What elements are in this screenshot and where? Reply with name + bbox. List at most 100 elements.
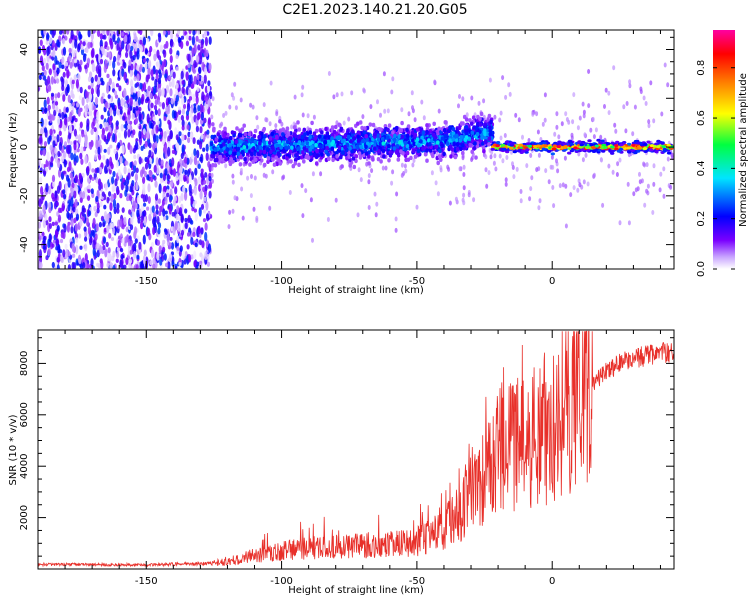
spectrogram-cell [63, 106, 67, 115]
spectrogram-cell [144, 60, 148, 71]
spectrogram-cell [157, 77, 162, 85]
spectrogram-cell [204, 250, 208, 261]
spectrogram-cell [200, 111, 204, 121]
spectrogram-cell [375, 201, 379, 207]
spectrogram-cell [258, 141, 262, 146]
spectrogram-cell [57, 160, 61, 169]
spectrogram-cell [191, 83, 195, 89]
spectrogram-cell [147, 196, 151, 204]
spectrogram-cell [96, 262, 100, 267]
spectrogram-cell [455, 147, 460, 152]
spectrogram-cell [43, 30, 47, 36]
spectrogram-cell [487, 142, 491, 147]
spectrogram-cell [154, 99, 158, 106]
spectrogram-cell [436, 160, 441, 166]
spectrogram-cell [152, 226, 156, 236]
spectrogram-cell [45, 159, 49, 168]
spectrogram-cell [285, 156, 289, 161]
spectrogram-cell [146, 113, 150, 124]
spectrogram-cell [395, 144, 400, 149]
spectrogram-cell [99, 201, 103, 208]
spectrogram-cell [279, 145, 284, 150]
spectrogram-cell [148, 59, 152, 69]
spectrogram-cell [484, 139, 488, 144]
spectrogram-cell [180, 70, 184, 80]
spectrogram-cell [376, 157, 381, 162]
spectrogram-cell [112, 69, 116, 77]
spectrogram-cell [67, 178, 71, 188]
spectrogram-cell [508, 91, 512, 97]
spectrogram-cell [356, 138, 361, 143]
spectrogram-cell [223, 126, 227, 131]
spectrogram-cell [40, 235, 44, 240]
spectrogram-cell [178, 91, 182, 97]
spectrogram-cell [125, 51, 129, 59]
spectrogram-cell [391, 169, 395, 175]
spectrogram-cell [669, 184, 673, 190]
spectrogram-cell [84, 236, 88, 242]
spectrogram-cell [128, 59, 132, 67]
spectrogram-cell [203, 196, 207, 202]
spectrogram-cell [67, 204, 71, 212]
spectrogram-cell [106, 196, 110, 204]
spectrogram-cell [185, 71, 189, 81]
spectrogram-cell [206, 129, 210, 135]
spectrogram-cell [74, 198, 78, 208]
spectrogram-cell [233, 195, 237, 201]
spectrogram-cell [56, 134, 60, 143]
spectrogram-cell [51, 221, 55, 227]
spectrogram-cell [159, 44, 163, 53]
spectrogram-cell [190, 220, 194, 225]
spectrogram-cell [358, 155, 363, 160]
spectrogram-cell [180, 152, 184, 159]
spectrogram-cell [370, 168, 374, 174]
spectrogram-cell [394, 227, 398, 233]
spectrogram-cell [459, 135, 464, 140]
spectrogram-cell [149, 45, 153, 53]
spectrogram-cell [205, 201, 209, 211]
spectrogram-cell [38, 221, 41, 229]
spectrogram-cell [78, 233, 82, 239]
spectrogram-cell [100, 114, 104, 120]
spectrogram-cell [252, 206, 256, 212]
spectrogram-cell [54, 229, 59, 240]
spectrogram-cell [134, 117, 139, 125]
spectrogram-cell [169, 130, 173, 140]
spectrogram-cell [369, 104, 373, 110]
spectrogram-cell [46, 34, 50, 40]
spectrogram-cell [114, 178, 118, 187]
spectrogram-cell [142, 128, 146, 135]
spectrogram-cell [581, 101, 585, 107]
spectrogram-cell [96, 110, 100, 121]
spectrogram-cell [258, 145, 263, 150]
spectrogram-cell [131, 211, 135, 220]
spectrogram-cell [61, 56, 65, 64]
spectrogram-cell [367, 154, 371, 159]
spectrogram-cell [50, 156, 54, 163]
spectrogram-cell [480, 135, 484, 141]
spectrogram-cell [197, 30, 201, 35]
spectrogram-cell [188, 96, 193, 101]
spectrogram-cell [230, 130, 235, 135]
spectrogram-cell [43, 141, 48, 147]
spectrogram-cell [312, 131, 317, 136]
spectrogram-cell [431, 153, 435, 159]
spectrogram-cell [175, 142, 179, 149]
spectrogram-cell [90, 258, 94, 267]
spectrogram-cell [247, 131, 252, 137]
spectrogram-cell [233, 151, 237, 156]
spectrogram-cell [122, 177, 126, 183]
spectrogram-cell [204, 36, 208, 47]
spectrogram-cell [107, 131, 111, 140]
spectrogram-cell [127, 124, 131, 129]
spectrogram-cell [57, 214, 62, 223]
spectrogram-cell [112, 198, 117, 209]
spectrogram-cell [488, 132, 493, 137]
spectrogram-cell [46, 96, 50, 105]
spectrogram-cell [187, 214, 191, 222]
spectrogram-cell [140, 194, 144, 199]
spectrogram-cell [74, 62, 78, 68]
spectrogram-cell [350, 90, 354, 96]
spectrogram-cell [144, 140, 148, 148]
spectrogram-cell [120, 123, 124, 132]
